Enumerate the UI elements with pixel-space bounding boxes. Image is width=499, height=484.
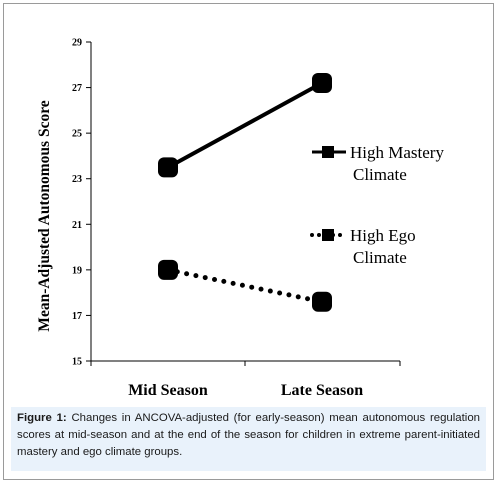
y-tick-label: 19 (72, 265, 82, 276)
legend-label-line1: High Ego (350, 226, 416, 245)
x-axis: Mid Season Late Season (90, 360, 401, 399)
caption-text: Changes in ANCOVA-adjusted (for early-se… (17, 412, 480, 458)
data-point (312, 291, 332, 312)
legend-label-line2: Climate (353, 248, 407, 267)
x-tick-label: Late Season (281, 382, 363, 399)
data-point (312, 73, 332, 94)
data-point (158, 157, 178, 178)
legend-item-1: High Mastery Climate (312, 143, 444, 184)
figure-frame (3, 3, 494, 480)
y-tick-label: 21 (72, 220, 82, 231)
series-1 (158, 73, 332, 178)
legend-label-line2: Climate (353, 165, 407, 184)
y-tick-label: 29 (72, 38, 82, 49)
series-layer (158, 73, 332, 312)
y-tick-label: 25 (72, 129, 82, 140)
figure-caption: Figure 1: Changes in ANCOVA-adjusted (fo… (17, 410, 480, 461)
line-chart: 15 17 19 21 23 25 27 29 Mid Season Late Season H… (36, 38, 444, 400)
y-axis: 15 17 19 21 23 25 27 29 (72, 38, 92, 368)
legend-marker (322, 146, 334, 158)
series-2 (158, 259, 332, 312)
legend-label-line1: High Mastery (350, 143, 444, 162)
y-axis-label: Mean-Adjusted Autonomous Score (36, 100, 53, 331)
y-tick-label: 23 (72, 174, 82, 185)
series-line (167, 81, 323, 170)
caption-label: Figure 1: (17, 412, 67, 424)
series-line (165, 267, 325, 305)
legend-marker (322, 229, 334, 241)
legend-item-2: High Ego Climate (310, 226, 416, 267)
data-point (158, 259, 178, 280)
figure-caption-box: Figure 1: Changes in ANCOVA-adjusted (fo… (11, 407, 486, 471)
y-tick-label: 27 (72, 83, 82, 94)
legend: High Mastery Climate High Ego Climate (310, 143, 444, 267)
y-tick-label: 15 (72, 357, 82, 368)
y-tick-label: 17 (72, 311, 82, 322)
x-tick-label: Mid Season (128, 382, 208, 399)
